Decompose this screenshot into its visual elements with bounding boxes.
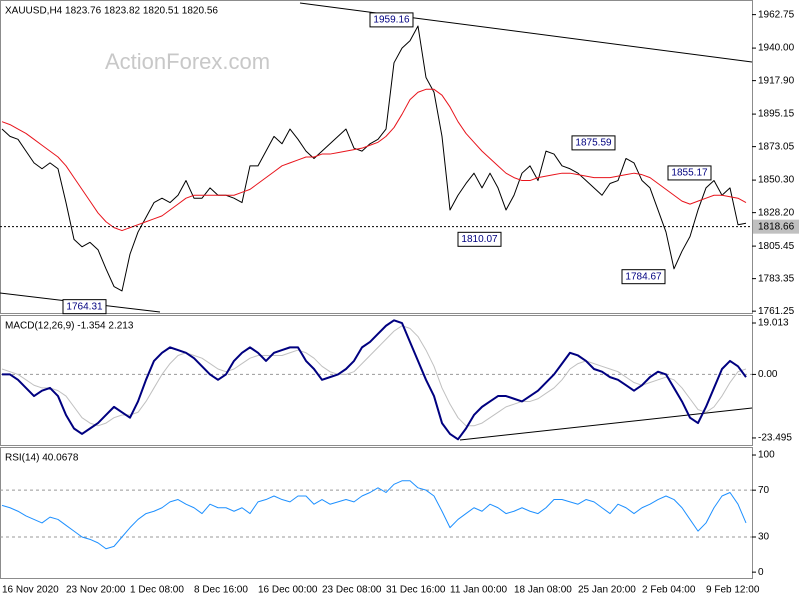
x-tick-label: 9 Feb 12:00: [706, 585, 760, 596]
x-tick-label: 25 Jan 20:00: [578, 585, 636, 596]
y-tick-label: 30: [758, 532, 770, 543]
last-price-label: 1818.66: [758, 221, 795, 232]
y-tick-label: 1895.15: [758, 109, 795, 120]
y-tick-label: 1850.30: [758, 175, 795, 186]
y-tick-label: 0: [758, 567, 764, 578]
x-tick-label: 2 Feb 04:00: [642, 585, 696, 596]
y-tick-label: 1761.25: [758, 306, 795, 317]
series-line: [1, 480, 747, 550]
price-label-box: [369, 12, 414, 28]
rsi-panel-frame: [0, 447, 753, 579]
y-tick-label: 1828.20: [758, 207, 795, 218]
panel-title: MACD(12,26,9) -1.354 2.213: [5, 321, 134, 332]
x-tick-label: 31 Dec 16:00: [386, 585, 446, 596]
x-tick-label: 16 Nov 2020: [2, 585, 59, 596]
panel-title: RSI(14) 40.0678: [5, 453, 79, 464]
price-label-box: [571, 135, 616, 151]
watermark: ActionForex.com: [105, 49, 270, 74]
y-tick-label: -23.495: [758, 433, 792, 444]
price-label-box: [621, 269, 666, 285]
y-tick-label: 70: [758, 485, 770, 496]
price-label: 1784.67: [625, 271, 662, 282]
y-tick-label: 0.00: [758, 369, 778, 380]
x-tick-label: 23 Dec 08:00: [322, 585, 382, 596]
last-price-box: [753, 219, 799, 234]
x-tick-label: 16 Dec 00:00: [258, 585, 318, 596]
series-line: [1, 25, 747, 292]
y-tick-label: 1873.05: [758, 141, 795, 152]
y-tick-label: 100: [758, 450, 775, 461]
x-tick-label: 18 Jan 08:00: [514, 585, 572, 596]
price-label: 1959.16: [373, 15, 410, 26]
price-panel-frame: [0, 0, 753, 314]
panel-title: XAUUSD,H4 1823.76 1823.82 1820.51 1820.5…: [5, 6, 218, 17]
price-label: 1764.31: [66, 301, 103, 312]
y-tick-label: 1940.00: [758, 43, 795, 54]
price-label: 1810.07: [461, 234, 498, 245]
y-tick-label: 1783.35: [758, 273, 795, 284]
x-tick-label: 11 Jan 00:00: [450, 585, 508, 596]
y-tick-label: 19.013: [758, 318, 789, 329]
y-tick-label: 1962.75: [758, 9, 795, 20]
price-label-box: [62, 299, 107, 315]
macd-panel-frame: [0, 315, 753, 446]
series-line: [2, 319, 747, 441]
series-line: [1, 88, 747, 232]
x-tick-label: 1 Dec 08:00: [130, 585, 184, 596]
price-label-box: [667, 165, 712, 181]
y-tick-label: 1917.90: [758, 75, 795, 86]
price-label: 1855.17: [671, 168, 708, 179]
x-tick-label: 23 Nov 20:00: [66, 585, 126, 596]
price-label: 1875.59: [575, 138, 612, 149]
price-label-box: [457, 231, 502, 247]
y-tick-label: 1805.45: [758, 241, 795, 252]
x-tick-label: 8 Dec 16:00: [194, 585, 248, 596]
